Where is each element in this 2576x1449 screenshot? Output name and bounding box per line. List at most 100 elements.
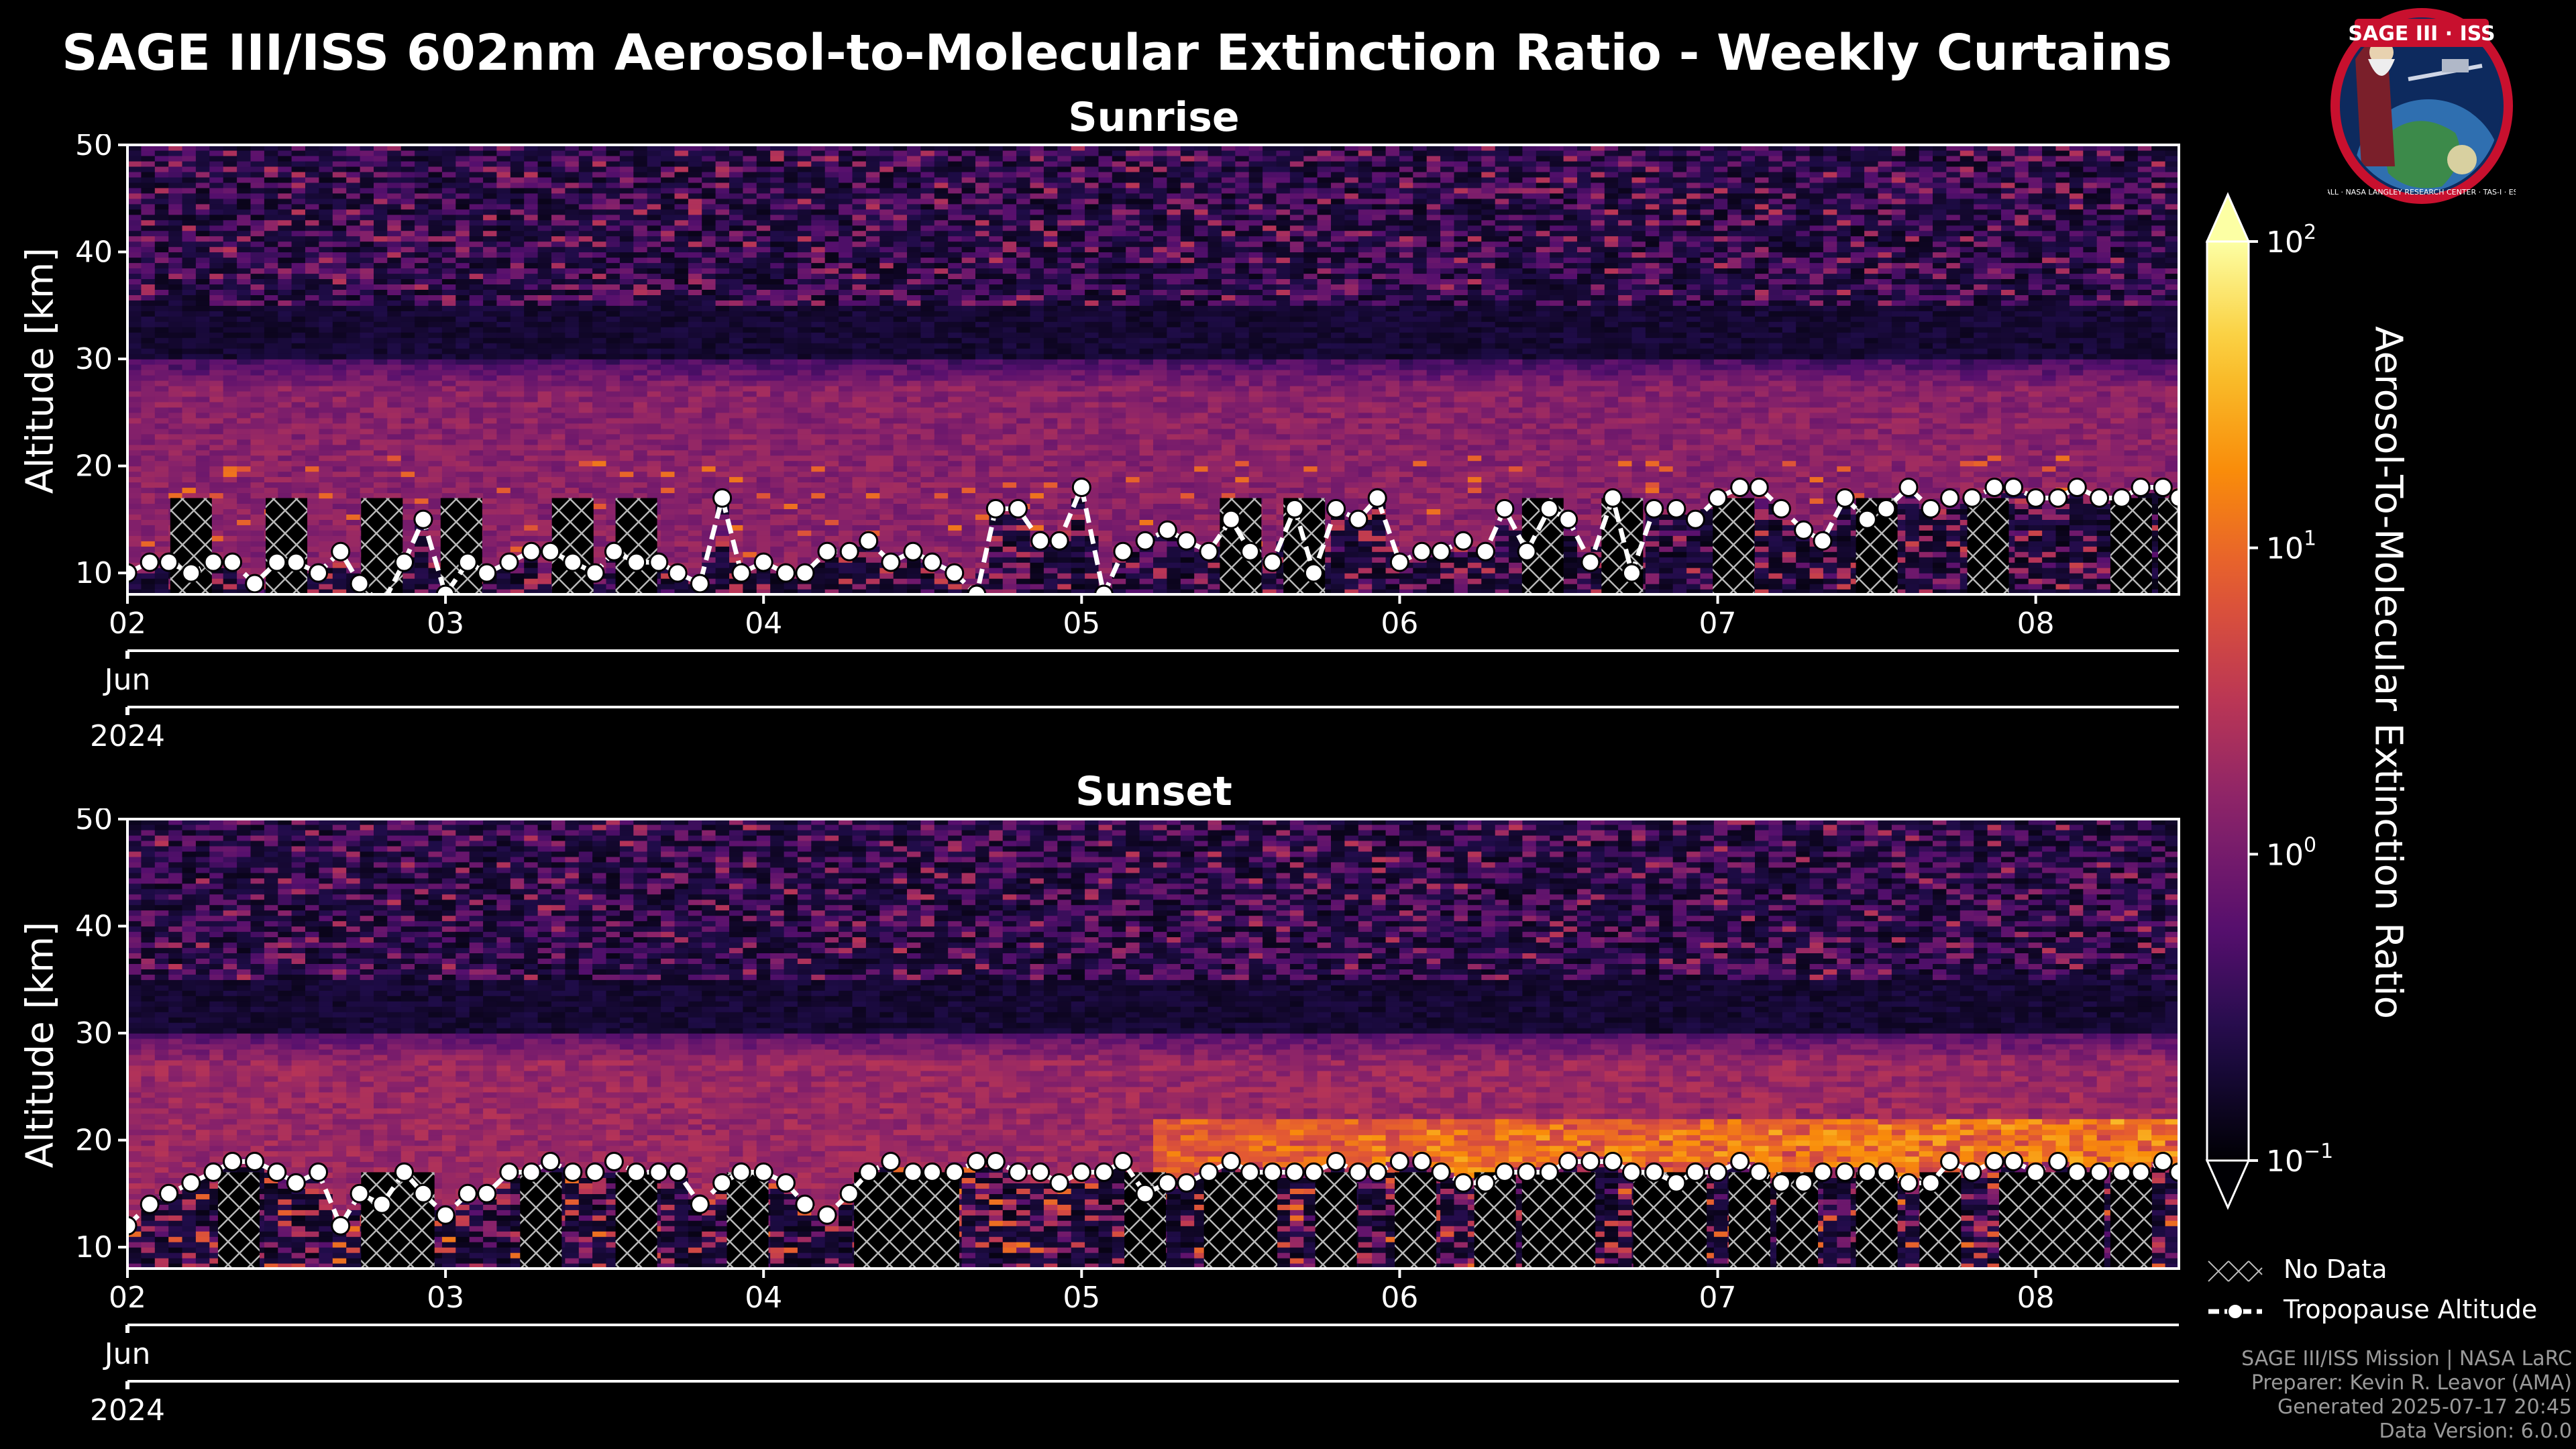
- heatmap-cell: [865, 219, 880, 226]
- heatmap-cell: [455, 209, 470, 215]
- heatmap-cell: [264, 449, 278, 456]
- heatmap-cell: [305, 305, 319, 311]
- heatmap-cell: [661, 578, 676, 584]
- heatmap-cell: [127, 396, 142, 402]
- heatmap-cell: [537, 412, 552, 419]
- heatmap-cell: [537, 209, 552, 215]
- heatmap-cell: [674, 257, 689, 264]
- heatmap-cell: [168, 219, 183, 226]
- heatmap-cell: [305, 166, 319, 172]
- heatmap-cell: [893, 332, 908, 338]
- heatmap-cell: [154, 390, 169, 397]
- heatmap-cell: [524, 423, 539, 429]
- heatmap-cell: [319, 235, 333, 242]
- heatmap-cell: [524, 525, 539, 531]
- heatmap-cell: [237, 417, 252, 424]
- heatmap-cell: [168, 150, 183, 156]
- heatmap-cell: [824, 311, 839, 317]
- heatmap-cell: [865, 246, 880, 253]
- heatmap-cell: [879, 219, 894, 226]
- heatmap-cell: [797, 508, 812, 515]
- heatmap-cell: [811, 578, 826, 584]
- heatmap-cell: [811, 294, 826, 301]
- heatmap-cell: [441, 166, 456, 172]
- heatmap-cell: [168, 455, 183, 462]
- heatmap-cell: [811, 219, 826, 226]
- heatmap-cell: [469, 401, 484, 408]
- heatmap-cell: [578, 225, 593, 231]
- heatmap-cell: [237, 375, 252, 381]
- heatmap-cell: [551, 471, 566, 478]
- heatmap-cell: [661, 252, 676, 258]
- heatmap-cell: [893, 578, 908, 584]
- heatmap-cell: [865, 364, 880, 370]
- heatmap-cell: [551, 476, 566, 483]
- heatmap-cell: [920, 535, 935, 541]
- heatmap-cell: [537, 428, 552, 435]
- heatmap-cell: [907, 252, 921, 258]
- heatmap-cell: [141, 525, 156, 531]
- heatmap-cell: [387, 460, 402, 467]
- heatmap-cell: [469, 455, 484, 462]
- heatmap-cell: [606, 364, 621, 370]
- heatmap-cell: [893, 305, 908, 311]
- heatmap-cell: [195, 316, 210, 322]
- heatmap-cell: [455, 337, 470, 343]
- heatmap-cell: [743, 203, 757, 210]
- heatmap-cell: [441, 235, 456, 242]
- heatmap-cell: [879, 455, 894, 462]
- heatmap-cell: [729, 535, 743, 541]
- heatmap-cell: [374, 428, 388, 435]
- heatmap-cell: [824, 514, 839, 520]
- heatmap-cell: [250, 150, 265, 156]
- heatmap-cell: [223, 166, 237, 172]
- heatmap-cell: [702, 482, 716, 488]
- heatmap-cell: [674, 417, 689, 424]
- heatmap-cell: [524, 311, 539, 317]
- heatmap-cell: [168, 476, 183, 483]
- heatmap-cell: [524, 225, 539, 231]
- heatmap-cell: [619, 209, 634, 215]
- heatmap-cell: [619, 203, 634, 210]
- heatmap-cell: [237, 156, 252, 162]
- heatmap-cell: [360, 300, 374, 306]
- heatmap-cell: [578, 412, 593, 419]
- heatmap-cell: [237, 316, 252, 322]
- heatmap-cell: [319, 503, 333, 509]
- heatmap-cell: [182, 343, 197, 349]
- heatmap-cell: [661, 460, 676, 467]
- heatmap-cell: [702, 541, 716, 547]
- heatmap-cell: [824, 316, 839, 322]
- heatmap-cell: [510, 530, 525, 536]
- heatmap-cell: [688, 305, 702, 311]
- heatmap-cell: [907, 182, 921, 189]
- heatmap-cell: [811, 305, 826, 311]
- heatmap-cell: [893, 444, 908, 451]
- heatmap-cell: [305, 460, 319, 467]
- heatmap-cell: [852, 311, 867, 317]
- heatmap-cell: [619, 273, 634, 279]
- heatmap-cell: [127, 530, 142, 536]
- heatmap-cell: [237, 176, 252, 183]
- heatmap-cell: [702, 514, 716, 520]
- heatmap-cell: [688, 482, 702, 488]
- heatmap-cell: [770, 412, 785, 419]
- heatmap-cell: [606, 278, 621, 284]
- heatmap-cell: [182, 305, 197, 311]
- heatmap-cell: [428, 225, 443, 231]
- heatmap-cell: [879, 417, 894, 424]
- heatmap-cell: [428, 466, 443, 472]
- heatmap-cell: [374, 390, 388, 397]
- heatmap-cell: [551, 156, 566, 162]
- heatmap-cell: [606, 375, 621, 381]
- heatmap-cell: [127, 268, 142, 274]
- heatmap-cell: [879, 332, 894, 338]
- heatmap-cell: [127, 557, 142, 563]
- heatmap-cell: [797, 176, 812, 183]
- heatmap-cell: [237, 578, 252, 584]
- heatmap-cell: [879, 311, 894, 317]
- heatmap-cell: [647, 428, 661, 435]
- heatmap-cell: [756, 278, 771, 284]
- heatmap-cell: [661, 235, 676, 242]
- heatmap-cell: [811, 492, 826, 499]
